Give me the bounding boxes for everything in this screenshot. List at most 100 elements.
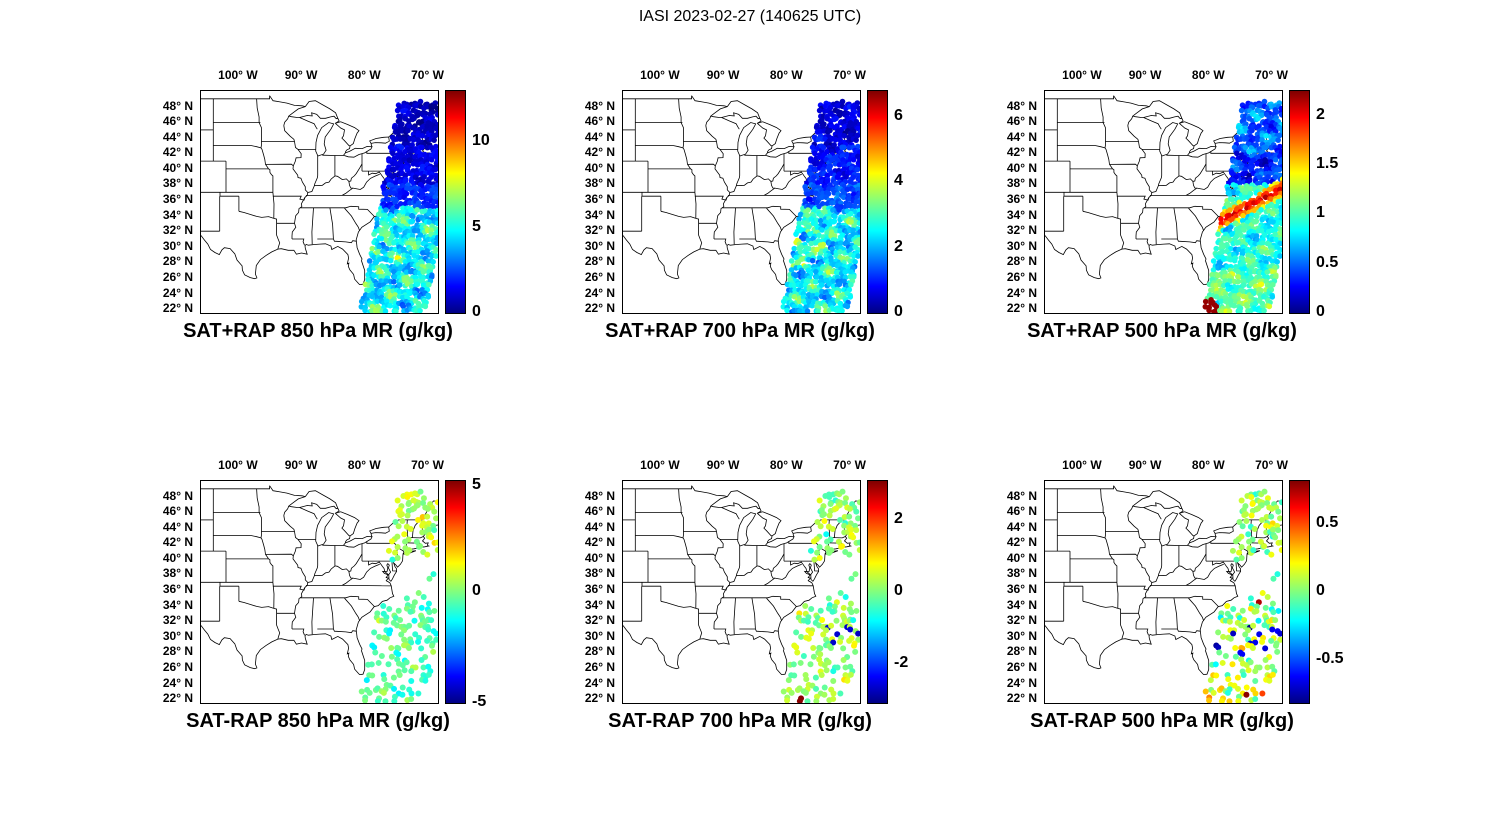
- x-tick-label: 90° W: [284, 458, 318, 472]
- y-tick-label: 38° N: [162, 566, 193, 581]
- y-tick-label: 22° N: [584, 301, 615, 316]
- y-tick-label: 30° N: [162, 238, 193, 253]
- y-tick-label: 22° N: [162, 691, 193, 706]
- panel-title: SAT+RAP 850 hPa MR (g/kg): [183, 320, 453, 342]
- y-tick-label: 36° N: [1006, 582, 1037, 597]
- y-tick-label: 24° N: [162, 285, 193, 300]
- colorbar-tick-label: 4: [894, 172, 903, 190]
- panel-title: SAT+RAP 700 hPa MR (g/kg): [605, 320, 875, 342]
- y-tick-label: 34° N: [1006, 597, 1037, 612]
- panel-title: SAT-RAP 850 hPa MR (g/kg): [186, 710, 450, 732]
- x-tick-label: 100° W: [640, 458, 680, 472]
- x-tick-label: 80° W: [347, 458, 381, 472]
- x-tick-label: 100° W: [640, 68, 680, 82]
- x-tick-label: 90° W: [1128, 458, 1162, 472]
- y-tick-label: 38° N: [584, 176, 615, 191]
- y-tick-label: 28° N: [1006, 254, 1037, 269]
- y-tick-label: 46° N: [162, 114, 193, 129]
- y-tick-label: 48° N: [1006, 488, 1037, 503]
- panel-title: SAT-RAP 700 hPa MR (g/kg): [608, 710, 872, 732]
- x-tick-label: 70° W: [1255, 458, 1288, 472]
- colorbar-tick-label: 1.5: [1316, 155, 1339, 172]
- y-tick-label: 36° N: [584, 582, 615, 597]
- swath-scatter-canvas: [1045, 481, 1282, 703]
- y-tick-label: 48° N: [162, 98, 193, 113]
- y-tick-label: 34° N: [584, 207, 615, 222]
- y-tick-label: 38° N: [162, 176, 193, 191]
- colorbar-tick-label: 2: [894, 510, 903, 528]
- panel-sat-minus-rap-700: SAT-RAP 700 hPa MR (g/kg) 100° W 90° W 80°…: [537, 448, 967, 783]
- y-tick-label: 42° N: [584, 535, 615, 550]
- colorbar: [867, 90, 888, 314]
- colorbar: [445, 90, 466, 314]
- x-tick-label: 100° W: [218, 458, 258, 472]
- colorbar-tick-label: 1: [1316, 204, 1325, 222]
- y-tick-label: 24° N: [1006, 675, 1037, 690]
- x-tick-label: 70° W: [833, 68, 866, 82]
- x-tick-label: 100° W: [1062, 68, 1102, 82]
- colorbar-tick-label: 5: [472, 217, 481, 235]
- y-tick-label: 30° N: [584, 238, 615, 253]
- map-area: [1044, 480, 1283, 704]
- y-tick-label: 28° N: [584, 254, 615, 269]
- panel-title: SAT+RAP 500 hPa MR (g/kg): [1027, 320, 1297, 342]
- x-tick-label: 80° W: [769, 458, 803, 472]
- y-tick-label: 40° N: [584, 160, 615, 175]
- y-tick-label: 34° N: [584, 597, 615, 612]
- x-tick-label: 100° W: [218, 68, 258, 82]
- colorbar: [1289, 480, 1310, 704]
- y-tick-label: 30° N: [584, 628, 615, 643]
- y-tick-label: 46° N: [1006, 114, 1037, 129]
- map-area: [200, 480, 439, 704]
- y-tick-label: 32° N: [584, 223, 615, 238]
- y-tick-label: 36° N: [584, 192, 615, 207]
- x-tick-label: 70° W: [411, 458, 444, 472]
- map-area: [622, 480, 861, 704]
- y-tick-label: 30° N: [162, 628, 193, 643]
- swath-scatter-canvas: [201, 91, 438, 313]
- y-tick-label: 48° N: [584, 98, 615, 113]
- y-tick-label: 48° N: [584, 488, 615, 503]
- y-tick-label: 42° N: [1006, 145, 1037, 160]
- y-tick-label: 24° N: [584, 285, 615, 300]
- y-tick-label: 40° N: [1006, 550, 1037, 565]
- swath-scatter-canvas: [623, 481, 860, 703]
- colorbar: [867, 480, 888, 704]
- panel-sat-minus-rap-850: SAT-RAP 850 hPa MR (g/kg) 100° W 90° W 80°…: [115, 448, 545, 783]
- colorbar-tick-label: -5: [472, 693, 487, 710]
- y-tick-label: 36° N: [1006, 192, 1037, 207]
- swath-scatter-canvas: [623, 91, 860, 313]
- y-tick-label: 48° N: [1006, 98, 1037, 113]
- y-tick-label: 32° N: [584, 613, 615, 628]
- x-tick-label: 80° W: [347, 68, 381, 82]
- colorbar-tick-label: 6: [894, 107, 903, 125]
- y-tick-label: 42° N: [162, 145, 193, 160]
- y-tick-label: 44° N: [1006, 519, 1037, 534]
- y-tick-label: 42° N: [1006, 535, 1037, 550]
- x-tick-label: 80° W: [1191, 458, 1225, 472]
- y-tick-label: 26° N: [162, 659, 193, 674]
- colorbar-tick-label: 5: [472, 476, 481, 493]
- map-area: [1044, 90, 1283, 314]
- y-tick-label: 36° N: [162, 582, 193, 597]
- x-tick-label: 90° W: [1128, 68, 1162, 82]
- y-tick-label: 26° N: [584, 659, 615, 674]
- y-tick-label: 26° N: [162, 269, 193, 284]
- y-tick-label: 22° N: [1006, 301, 1037, 316]
- y-tick-label: 32° N: [1006, 223, 1037, 238]
- y-tick-label: 30° N: [1006, 238, 1037, 253]
- panel-sat-plus-rap-700: SAT+RAP 700 hPa MR (g/kg) 100° W 90° W 80°…: [537, 58, 967, 393]
- y-tick-label: 44° N: [1006, 129, 1037, 144]
- y-tick-label: 44° N: [162, 519, 193, 534]
- y-tick-label: 28° N: [584, 644, 615, 659]
- colorbar-tick-label: -0.5: [1316, 649, 1344, 667]
- y-tick-label: 46° N: [584, 504, 615, 519]
- colorbar-tick-label: 0: [894, 582, 903, 599]
- y-tick-label: 32° N: [1006, 613, 1037, 628]
- colorbar-tick-label: 2: [1316, 105, 1325, 123]
- y-tick-label: 46° N: [162, 504, 193, 519]
- panel-title: SAT-RAP 500 hPa MR (g/kg): [1030, 710, 1294, 732]
- colorbar-tick-label: 0: [1316, 582, 1325, 599]
- colorbar-tick-label: 0: [472, 582, 481, 599]
